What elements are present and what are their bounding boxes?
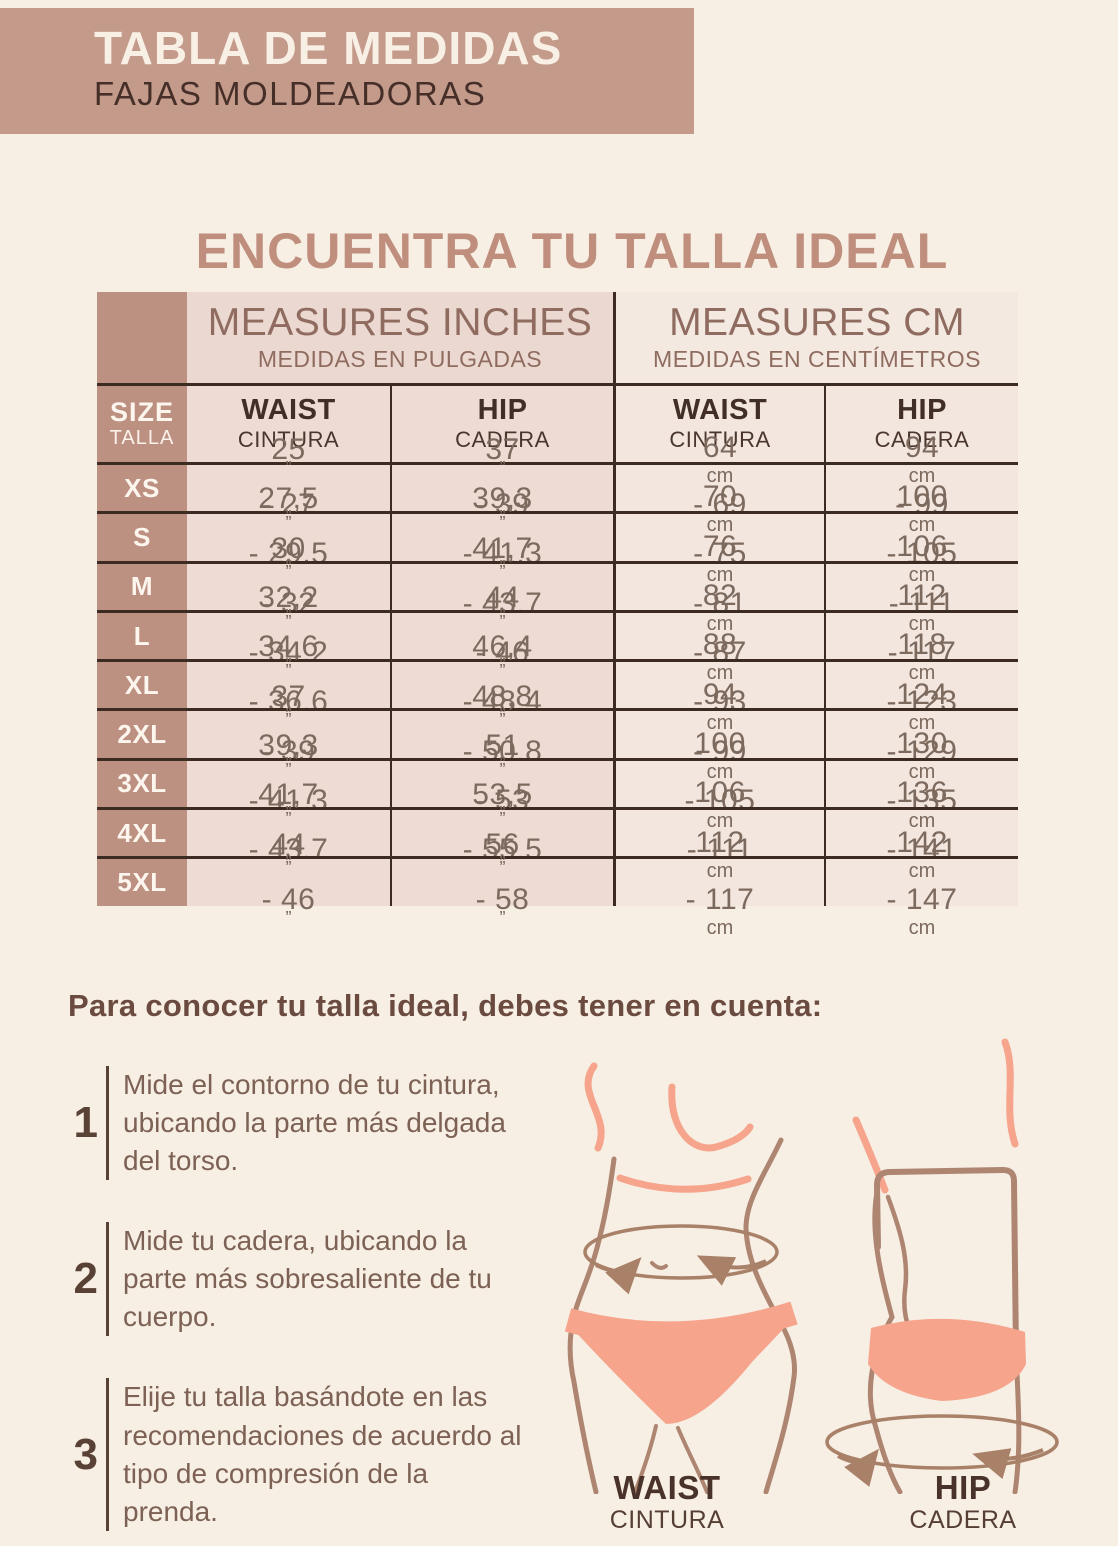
column-title: HIP [477,393,528,426]
column-subtitle: CINTURA [237,427,340,453]
size-label: S [97,511,187,561]
page-title: TABLA DE MEDIDAS [94,22,563,74]
waist-cm-header: WAIST CINTURA [613,383,824,462]
column-group-cm: MEASURES CM MEDIDAS EN CENTÍMETROS [613,292,1018,383]
waist-in-value: 41,7” - 43,7” [187,778,390,878]
hip-measure-arrow [825,1414,1059,1487]
hip-in-value: 56” - 58” [390,828,613,928]
waist-in-value: 44” - 46” [187,828,390,928]
waist-inches-header: WAIST CINTURA [187,383,390,462]
column-subtitle: CINTURA [669,427,771,453]
find-your-size-heading: ENCUENTRA TU TALLA IDEAL [195,223,949,279]
size-label: L [97,609,187,660]
step-3: 3 Elije tu talla basándote en las recome… [68,1378,558,1531]
waist-label-subtitle: CINTURA [609,1506,725,1535]
size-label: XL [97,659,187,709]
hip-cm-header: HIP CADERA [824,383,1018,462]
waist-label-title: WAIST [613,1469,721,1506]
column-subtitle: CADERA [874,427,970,453]
waist-measure-arrow [583,1224,779,1295]
size-label: 4XL [97,807,187,857]
step-number: 1 [73,1098,98,1148]
size-label: M [97,560,187,610]
back-torso-figure [825,1038,1059,1494]
step-2: 2 Mide tu cadera, ubicando la parte más … [68,1222,558,1337]
hip-figure-label: HIP CADERA [856,1469,1070,1535]
hip-cm-value: 136cm - 141cm [824,776,1018,889]
size-label: 5XL [97,856,187,906]
size-label: XS [97,462,187,512]
waist-in-value: 39,3” - 41,3” [187,729,390,829]
cm-group-subtitle: MEDIDAS EN CENTÍMETROS [653,346,981,373]
column-subtitle: CADERA [455,427,550,453]
table-corner-cell [97,292,187,383]
hip-inches-header: HIP CADERA [390,383,613,462]
steps-list: 1 Mide el contorno de tu cintura, ubican… [68,1066,558,1546]
column-group-inches: MEASURES INCHES MEDIDAS EN PULGADAS [187,292,613,383]
hip-in-value: 46,4” - 48,4” [390,630,613,730]
hip-label-subtitle: CADERA [909,1506,1017,1535]
hip-cm-value: 124cm - 129cm [824,678,1018,791]
waist-in-value: 34,6” - 36,6” [187,630,390,730]
body-figures-illustration [564,1038,1059,1494]
inches-group-title: MEASURES INCHES [207,300,593,344]
cm-group-title: MEASURES CM [669,300,965,344]
step-number: 2 [73,1254,98,1304]
header-band: TABLA DE MEDIDAS FAJAS MOLDEADORAS [0,8,694,134]
page-subtitle: FAJAS MOLDEADORAS [94,74,487,112]
guide-heading: Para conocer tu talla ideal, debes tener… [68,988,823,1023]
front-torso-figure [564,1062,798,1494]
step-text: Mide el contorno de tu cintura, ubicando… [106,1066,526,1181]
size-label: 2XL [97,708,187,758]
waist-in-value: 25” - 27” [187,433,390,533]
step-number: 3 [73,1429,98,1479]
hip-in-value: 41,7” - 43,7” [390,532,613,632]
hip-label-title: HIP [934,1469,992,1506]
hip-in-value: 51” - 53” [390,729,613,829]
step-1: 1 Mide el contorno de tu cintura, ubican… [68,1066,558,1181]
step-text: Elije tu talla basándote en las recomend… [106,1378,526,1531]
waist-figure-label: WAIST CINTURA [560,1469,774,1535]
size-column-header: SIZE TALLA [97,383,187,462]
size-table: MEASURES INCHES MEDIDAS EN PULGADAS MEAS… [97,292,1018,939]
size-header-subtitle: TALLA [109,426,175,449]
hip-in-value: 44” - 46” [390,581,613,681]
size-header-title: SIZE [109,397,174,428]
size-label: 3XL [97,757,187,808]
hip-in-value: 53,5” - 55,5” [390,778,613,878]
column-title: HIP [897,393,947,426]
step-text: Mide tu cadera, ubicando la parte más so… [106,1222,526,1337]
waist-in-value: 32,2” - 34,2” [187,581,390,681]
inches-group-subtitle: MEDIDAS EN PULGADAS [257,346,543,373]
column-title: WAIST [672,393,768,426]
column-title: WAIST [241,393,336,426]
